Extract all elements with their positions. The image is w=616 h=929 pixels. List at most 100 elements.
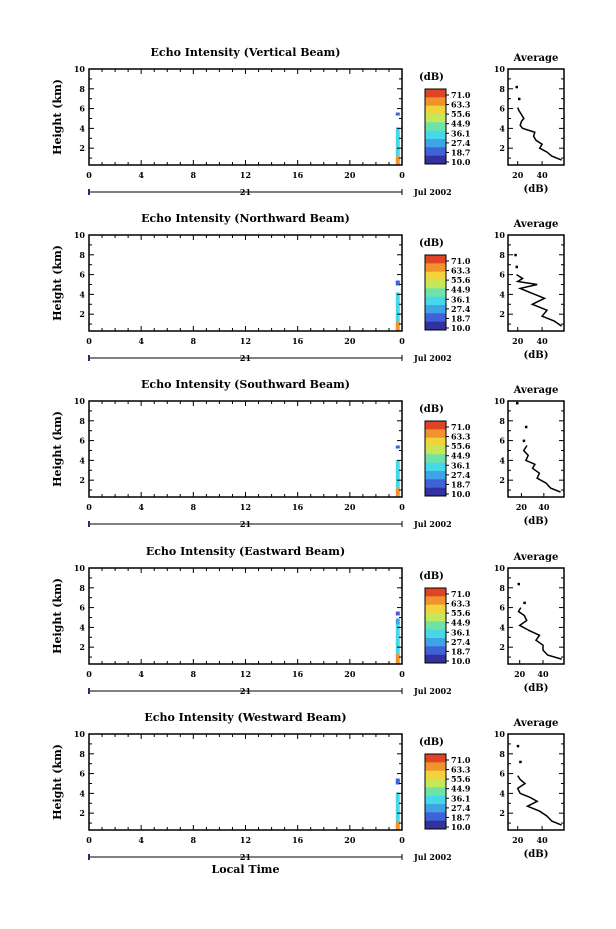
data-cell [395, 445, 400, 449]
x-axis-label: Local Time [212, 863, 280, 876]
colorbar-unit: (dB) [419, 72, 444, 83]
x-tick-label: 0 [399, 502, 405, 512]
average-y-tick-label: 6 [499, 769, 505, 779]
data-cell [395, 618, 400, 625]
average-y-tick-label: 4 [499, 622, 505, 632]
data-cell [395, 624, 400, 655]
average-x-tick-label: 40 [537, 669, 549, 679]
colorbar-tick-label: 27.4 [451, 138, 471, 148]
y-axis-label: Height (km) [51, 744, 64, 820]
x-tick-label: 0 [399, 336, 405, 346]
colorbar-swatch [425, 646, 446, 656]
colorbar-unit: (dB) [419, 571, 444, 582]
average-title: Average [513, 219, 559, 230]
colorbar-tick-label: 18.7 [451, 812, 470, 822]
colorbar-tick-label: 36.1 [451, 128, 470, 138]
average-point [524, 425, 528, 429]
colorbar-swatch [425, 271, 446, 281]
colorbar-swatch [425, 305, 446, 314]
average-x-tick-label: 40 [538, 502, 550, 512]
average-y-tick-label: 10 [494, 64, 506, 74]
day-label: 21 [240, 353, 251, 363]
y-tick-label: 4 [79, 123, 85, 133]
average-point [519, 760, 522, 764]
colorbar-tick-label: 10.0 [451, 656, 471, 666]
x-tick-label: 8 [191, 170, 197, 180]
average-point [517, 582, 520, 586]
data-cell [395, 488, 400, 497]
data-cell [395, 654, 400, 664]
date-label: Jul 2002 [413, 519, 452, 529]
colorbar-swatch [425, 654, 446, 664]
x-tick-label: 8 [191, 336, 197, 346]
colorbar-tick-label: 71.0 [451, 422, 471, 432]
colorbar-tick-label: 18.7 [451, 479, 470, 489]
panel-2: Echo Intensity (Southward Beam)0 4 8 12 16 20… [51, 378, 565, 529]
colorbar-tick-label: 44.9 [451, 451, 471, 461]
average-x-label: (dB) [524, 516, 549, 527]
colorbar-tick-label: 63.3 [451, 765, 471, 775]
y-tick-label: 8 [79, 416, 85, 426]
x-tick-label: 0 [86, 170, 92, 180]
average-y-tick-label: 4 [499, 289, 505, 299]
average-point [515, 85, 519, 89]
plot-frame [88, 733, 403, 831]
colorbar-swatch [425, 770, 446, 780]
colorbar-tick-label: 27.4 [451, 637, 471, 647]
colorbar-tick-label: 36.1 [451, 793, 470, 803]
average-frame [507, 733, 565, 831]
average-x-tick-label: 20 [512, 835, 524, 845]
y-tick-label: 2 [79, 143, 85, 153]
colorbar-tick-label: 27.4 [451, 470, 471, 480]
colorbar-swatch [425, 97, 446, 107]
colorbar-swatch [425, 147, 446, 157]
colorbar-swatch [425, 122, 446, 132]
colorbar-swatch [425, 471, 446, 480]
average-y-tick-label: 2 [499, 309, 505, 319]
colorbar-swatch [425, 114, 446, 123]
data-cell [395, 460, 400, 489]
average-x-label: (dB) [524, 350, 549, 361]
x-tick-label: 20 [344, 502, 356, 512]
x-tick-label: 0 [399, 835, 405, 845]
colorbar-swatch [425, 263, 446, 273]
average-y-tick-label: 2 [499, 642, 505, 652]
average-y-tick-label: 6 [499, 270, 505, 280]
x-tick-label: 20 [344, 336, 356, 346]
colorbar-swatch [425, 139, 446, 148]
date-label: Jul 2002 [413, 852, 452, 862]
colorbar-swatch [425, 754, 446, 763]
date-label: Jul 2002 [413, 686, 452, 696]
average-x-tick-label: 20 [512, 336, 524, 346]
data-cell [395, 778, 400, 785]
average-profile-line [516, 775, 562, 826]
average-title: Average [513, 385, 559, 396]
average-x-tick-label: 40 [537, 336, 549, 346]
y-tick-label: 2 [79, 309, 85, 319]
x-tick-label: 16 [292, 336, 304, 346]
data-cell [395, 321, 400, 331]
x-tick-label: 12 [240, 170, 251, 180]
plot-frame [88, 234, 403, 332]
x-tick-label: 4 [138, 669, 144, 679]
day-label: 21 [240, 187, 251, 197]
average-point [516, 744, 520, 748]
average-point [523, 601, 526, 605]
colorbar-swatch [425, 321, 446, 331]
colorbar-frame [424, 587, 447, 664]
average-x-label: (dB) [524, 683, 549, 694]
x-tick-label: 16 [292, 669, 304, 679]
colorbar-swatch [425, 437, 446, 447]
colorbar-tick-label: 44.9 [451, 285, 471, 295]
average-y-tick-label: 8 [499, 84, 505, 94]
average-y-tick-label: 2 [499, 475, 505, 485]
panel-4: Echo Intensity (Westward Beam) 0 4 8 12 16 20 0… [51, 711, 565, 876]
x-tick-label: 4 [138, 502, 144, 512]
colorbar-swatch [425, 779, 446, 788]
colorbar-swatch [425, 454, 446, 464]
y-tick-label: 10 [74, 563, 86, 573]
colorbar-swatch [425, 313, 446, 323]
colorbar-swatch [425, 588, 446, 597]
average-y-tick-label: 8 [499, 416, 505, 426]
colorbar-swatch [425, 280, 446, 289]
